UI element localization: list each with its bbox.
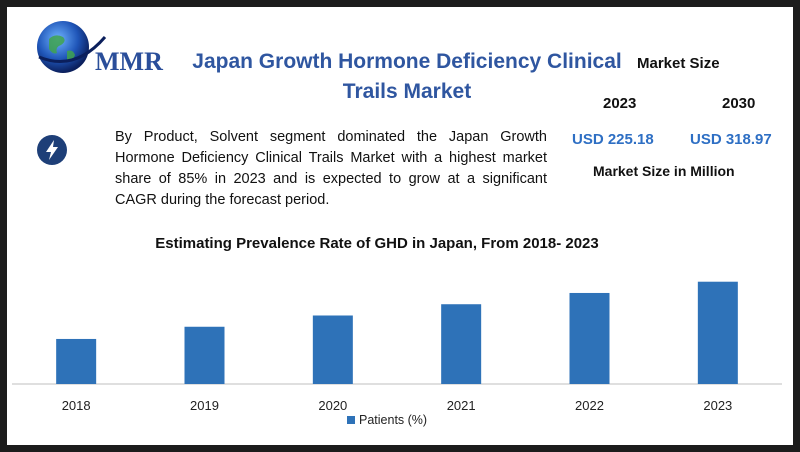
- bar-2019: [184, 326, 225, 384]
- globe-icon: [37, 21, 107, 73]
- legend-swatch: [347, 416, 355, 424]
- title-line-2: Trails Market: [342, 80, 472, 103]
- year-start: 2023: [603, 95, 637, 112]
- lightning-bolt-icon: [37, 135, 67, 165]
- bar-2023: [697, 281, 738, 384]
- x-tick-label: 2021: [447, 398, 476, 413]
- logo-text: MMR: [95, 47, 163, 76]
- market-size-label: Market Size: [637, 55, 720, 72]
- x-tick-label: 2023: [703, 398, 732, 413]
- infographic-frame: MMR Japan Growth Hormone Deficiency Clin…: [7, 7, 793, 445]
- x-tick-label: 2022: [575, 398, 604, 413]
- bar-2018: [56, 338, 97, 384]
- description-text: By Product, Solvent segment dominated th…: [115, 129, 547, 208]
- bar-2021: [441, 304, 482, 384]
- chart-title: Estimating Prevalence Rate of GHD in Jap…: [155, 235, 599, 252]
- title-line-1: Japan Growth Hormone Deficiency Clinical: [192, 50, 622, 73]
- legend-label: Patients (%): [359, 413, 427, 427]
- x-tick-label: 2020: [318, 398, 347, 413]
- x-tick-label: 2018: [62, 398, 91, 413]
- bar-chart: 2018 2019 2020 2021 2022 2023 Patients (%): [12, 281, 782, 427]
- bar-2020: [312, 315, 353, 384]
- x-tick-label: 2019: [190, 398, 219, 413]
- market-size-unit: Market Size in Million: [593, 163, 735, 179]
- value-start: USD 225.18: [572, 131, 654, 148]
- bar-2022: [569, 292, 610, 384]
- year-end: 2030: [722, 95, 756, 112]
- value-end: USD 318.97: [690, 131, 772, 148]
- page-title: Japan Growth Hormone Deficiency Clinical…: [177, 47, 637, 107]
